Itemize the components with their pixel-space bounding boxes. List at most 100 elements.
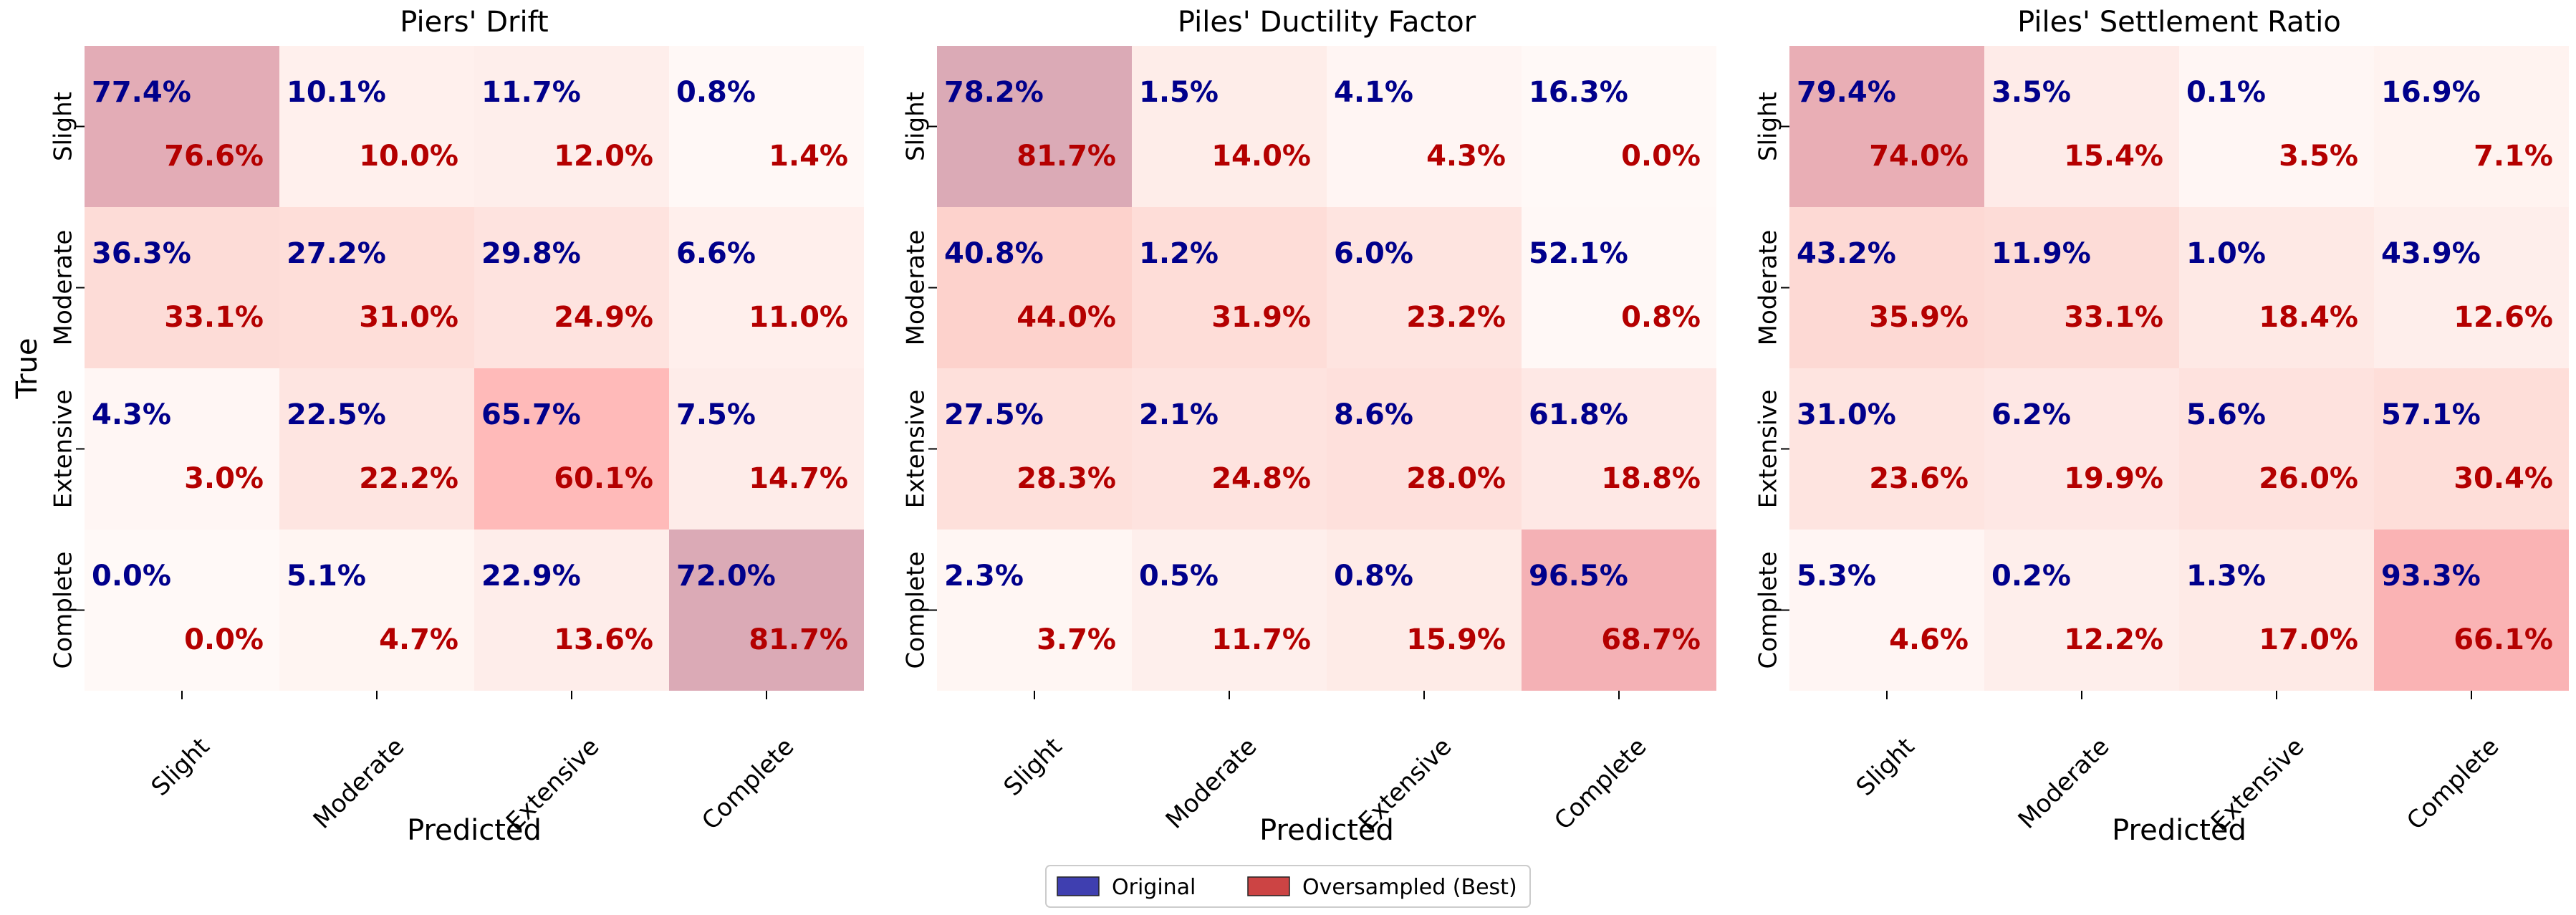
original-value-label: 29.8%	[481, 237, 581, 270]
y-tick-label: Slight	[49, 92, 78, 161]
original-value-label: 27.2%	[287, 237, 386, 270]
oversampled-value-label: 44.0%	[1017, 301, 1116, 334]
original-value-label: 16.9%	[2381, 76, 2481, 109]
oversampled-value-label: 33.1%	[164, 301, 264, 334]
y-tick-label: Complete	[1754, 552, 1783, 669]
heatmap-cell	[1132, 368, 1327, 530]
original-value-label: 57.1%	[2381, 398, 2481, 431]
oversampled-value-label: 15.4%	[2064, 140, 2163, 173]
original-value-label: 52.1%	[1529, 237, 1628, 270]
oversampled-value-label: 4.6%	[1889, 623, 1969, 656]
legend: Original Oversampled (Best)	[1045, 865, 1531, 908]
original-value-label: 1.5%	[1139, 76, 1219, 109]
original-value-label: 65.7%	[481, 398, 581, 431]
oversampled-value-label: 23.2%	[1406, 301, 1506, 334]
heatmap-cell	[85, 530, 279, 691]
panel-title: Piers' Drift	[400, 6, 548, 39]
x-tick-label: Slight	[1851, 732, 1921, 802]
heatmap-cell	[2374, 530, 2569, 691]
heatmap-cell	[279, 207, 474, 368]
heatmap-cell	[1327, 530, 1522, 691]
heatmap-cell	[2374, 207, 2569, 368]
x-tick-label: Moderate	[1160, 732, 1263, 835]
heatmap-panel-3: 79.4% 74.0% 3.5% 15.4% 0.1% 3.5% 16.9% 7.1% 43.2…	[1754, 6, 2569, 847]
heatmap-cell	[1984, 368, 2179, 530]
original-value-label: 1.3%	[2186, 560, 2266, 593]
heatmap-cell	[1522, 207, 1716, 368]
original-value-label: 0.5%	[1139, 560, 1219, 593]
x-tick-label: Complete	[696, 732, 799, 835]
original-value-label: 43.9%	[2381, 237, 2481, 270]
original-value-label: 2.1%	[1139, 398, 1219, 431]
y-tick-label: Extensive	[902, 390, 931, 509]
original-value-label: 16.3%	[1529, 76, 1628, 109]
x-axis-label: Predicted	[407, 814, 542, 847]
oversampled-value-label: 13.6%	[554, 623, 653, 656]
oversampled-value-label: 23.6%	[1869, 462, 1969, 495]
heatmap-cell	[1132, 530, 1327, 691]
panel-title: Piles' Settlement Ratio	[2017, 6, 2341, 39]
heatmap-cell	[1132, 207, 1327, 368]
y-tick-label: Moderate	[902, 230, 931, 346]
y-axis-label: True	[11, 338, 44, 400]
oversampled-value-label: 14.0%	[1211, 140, 1311, 173]
heatmap-cell	[1132, 46, 1327, 207]
original-value-label: 0.0%	[92, 560, 171, 593]
heatmap-cell	[937, 46, 1132, 207]
heatmap-cell	[2179, 368, 2374, 530]
heatmap-cell	[2374, 46, 2569, 207]
original-value-label: 96.5%	[1529, 560, 1628, 593]
heatmap-cell	[669, 368, 864, 530]
original-value-label: 5.1%	[287, 560, 366, 593]
legend-label-original: Original	[1112, 875, 1196, 900]
x-tick-label: Moderate	[308, 732, 410, 835]
oversampled-value-label: 4.7%	[379, 623, 458, 656]
x-tick-label: Complete	[1549, 732, 1652, 835]
heatmap-cell	[1327, 46, 1522, 207]
oversampled-value-label: 0.0%	[1621, 140, 1701, 173]
legend-swatch-oversampled	[1247, 876, 1290, 896]
heatmap-cell	[279, 368, 474, 530]
heatmap-cell	[669, 46, 864, 207]
y-tick-label: Slight	[902, 92, 931, 161]
original-value-label: 78.2%	[944, 76, 1044, 109]
panel-title: Piles' Ductility Factor	[1178, 6, 1476, 39]
y-tick-label: Extensive	[49, 390, 78, 509]
heatmap-cell	[1984, 46, 2179, 207]
oversampled-value-label: 33.1%	[2064, 301, 2163, 334]
oversampled-value-label: 30.4%	[2454, 462, 2553, 495]
original-value-label: 0.1%	[2186, 76, 2266, 109]
oversampled-value-label: 35.9%	[1869, 301, 1969, 334]
oversampled-value-label: 1.4%	[769, 140, 848, 173]
oversampled-value-label: 68.7%	[1601, 623, 1701, 656]
original-value-label: 40.8%	[944, 237, 1044, 270]
original-value-label: 31.0%	[1797, 398, 1896, 431]
oversampled-value-label: 31.0%	[359, 301, 458, 334]
oversampled-value-label: 24.8%	[1211, 462, 1311, 495]
oversampled-value-label: 22.2%	[359, 462, 458, 495]
original-value-label: 2.3%	[944, 560, 1024, 593]
heatmap-cell	[2374, 368, 2569, 530]
oversampled-value-label: 0.8%	[1621, 301, 1701, 334]
oversampled-value-label: 28.3%	[1017, 462, 1116, 495]
oversampled-value-label: 17.0%	[2259, 623, 2358, 656]
heatmap-cell	[2179, 207, 2374, 368]
original-value-label: 4.1%	[1334, 76, 1413, 109]
oversampled-value-label: 11.0%	[749, 301, 848, 334]
heatmap-cell	[1789, 530, 1984, 691]
original-value-label: 0.2%	[1991, 560, 2071, 593]
original-value-label: 7.5%	[676, 398, 756, 431]
heatmap-cell	[1789, 46, 1984, 207]
x-tick-label: Moderate	[2013, 732, 2115, 835]
heatmap-cell	[279, 46, 474, 207]
y-tick-label: Slight	[1754, 92, 1783, 161]
oversampled-value-label: 4.3%	[1426, 140, 1506, 173]
oversampled-value-label: 76.6%	[164, 140, 264, 173]
original-value-label: 79.4%	[1797, 76, 1896, 109]
original-value-label: 6.2%	[1991, 398, 2071, 431]
x-axis-label: Predicted	[1259, 814, 1394, 847]
oversampled-value-label: 18.4%	[2259, 301, 2358, 334]
original-value-label: 43.2%	[1797, 237, 1896, 270]
y-tick-label: Complete	[49, 552, 78, 669]
